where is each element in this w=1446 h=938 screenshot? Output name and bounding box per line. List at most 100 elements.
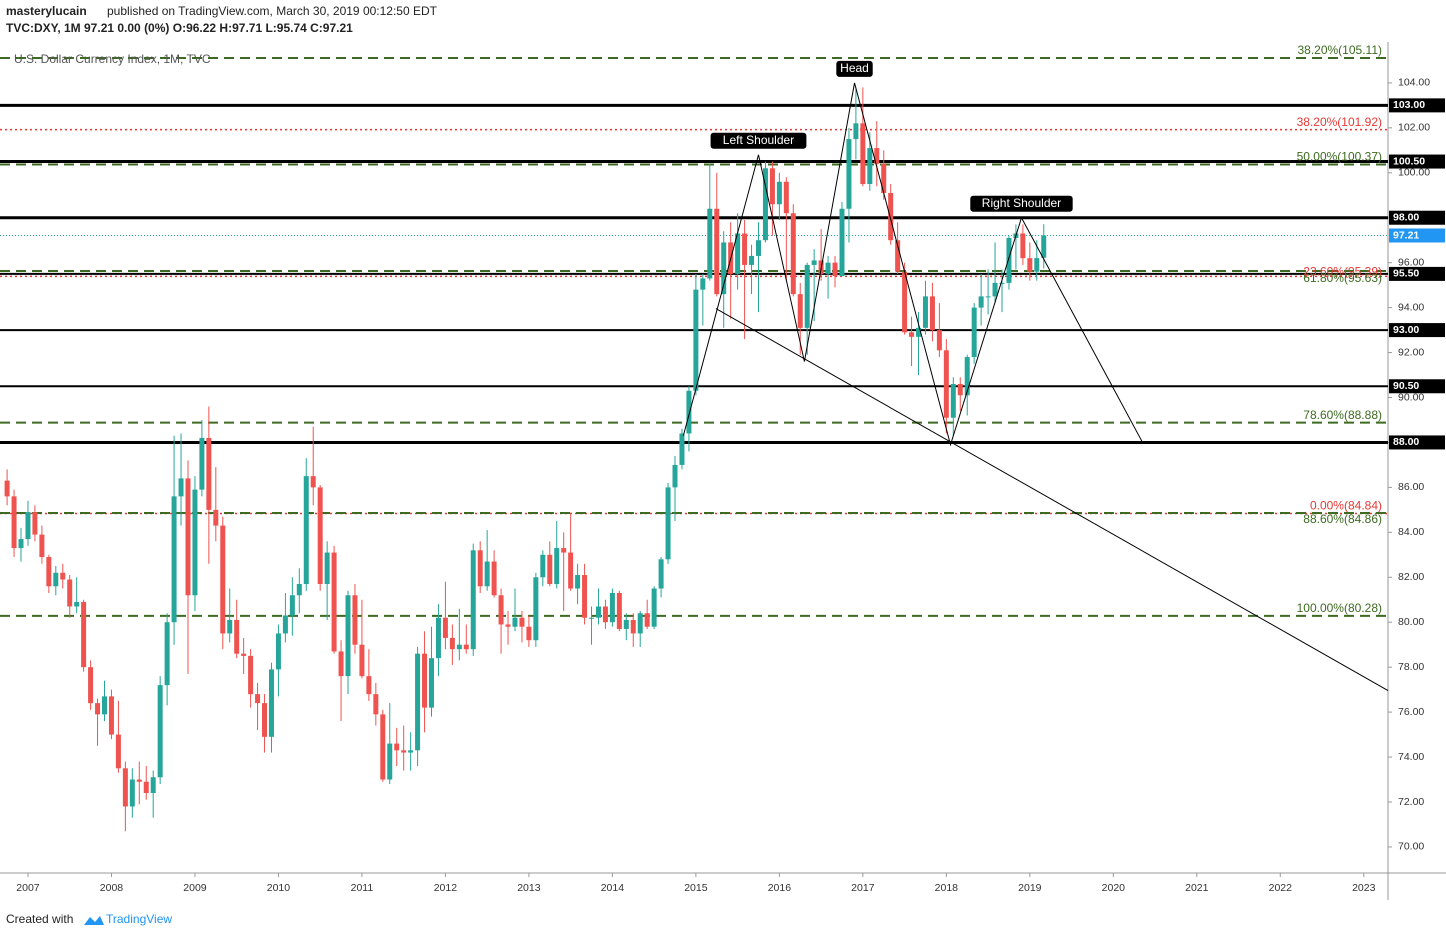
fib-label: 23.60%(95.39) [1303, 265, 1382, 279]
x-tick-label: 2009 [183, 882, 207, 894]
level-tag [1389, 266, 1445, 281]
candle-body [714, 208, 720, 295]
candle-body [630, 619, 636, 634]
candle-body [929, 296, 935, 331]
candle-body [206, 437, 212, 510]
y-tick-label: 100.00 [1398, 167, 1430, 179]
candle-body [568, 552, 574, 589]
candle-body [888, 193, 894, 241]
level-tag [1389, 210, 1445, 225]
candle-body [762, 168, 768, 241]
candle-body [428, 658, 434, 708]
candle-body [672, 464, 678, 488]
candle-body [658, 559, 664, 589]
candle-body [324, 552, 330, 585]
y-tick-label: 96.00 [1398, 256, 1424, 268]
candle-body [749, 255, 755, 265]
x-tick-label: 2007 [16, 882, 40, 894]
candle-body [359, 644, 365, 677]
candle-body [331, 552, 337, 652]
candle-body [895, 240, 901, 272]
candle-body [1034, 258, 1040, 272]
candle-body [693, 289, 699, 391]
candle-body [602, 606, 608, 623]
candle-body [380, 714, 386, 780]
plot-area: 70.00 72.00 74.00 76.00 78.00 80.00 82.00 84.00… [0, 43, 1445, 894]
annotation-label: Right Shoulder [982, 196, 1061, 210]
candle-body [853, 123, 859, 140]
candle-body [241, 653, 247, 656]
candle-body [971, 307, 977, 358]
candle-body [303, 476, 309, 585]
candle-body [11, 496, 17, 549]
level-tag [1389, 435, 1445, 450]
x-tick-label: 2015 [684, 882, 708, 894]
candle-body [345, 595, 351, 677]
candle-body [387, 743, 393, 780]
candle-body [185, 478, 191, 596]
y-tick-label: 104.00 [1398, 77, 1430, 89]
candle-body [616, 593, 622, 629]
candle-body [39, 534, 45, 558]
candle-body [255, 694, 261, 704]
candle-body [909, 332, 915, 337]
candle-body [317, 487, 323, 585]
candle-body [783, 181, 789, 214]
fib-label: 0.00%(84.84) [1310, 499, 1382, 513]
candle-body [442, 617, 448, 638]
candle-body [456, 644, 462, 650]
candle-body [769, 168, 775, 205]
candle-body [157, 685, 163, 778]
x-tick-label: 2017 [851, 882, 875, 894]
candle-body [1041, 235, 1047, 258]
candle-body [595, 606, 601, 618]
candle-body [25, 512, 31, 540]
candle-body [477, 550, 483, 587]
footer-brand[interactable]: TradingView [106, 912, 172, 926]
y-tick-label: 80.00 [1398, 616, 1424, 628]
publisher: masterylucain [6, 4, 87, 18]
candle-body [164, 622, 170, 686]
candle-body [755, 240, 761, 256]
candle-body [651, 588, 657, 627]
candle-body [262, 703, 268, 737]
candle-body [665, 487, 671, 560]
candle-body [394, 743, 400, 751]
y-tick-label: 72.00 [1398, 796, 1424, 808]
candle-body [985, 296, 991, 298]
candle-body [136, 779, 142, 782]
level-tag-label: 93.00 [1393, 324, 1419, 336]
candle-body [686, 390, 692, 434]
candle-body [18, 539, 24, 549]
candle-body [554, 548, 560, 585]
candle-body [422, 653, 428, 708]
candle-body [192, 489, 198, 596]
level-tag-label: 95.50 [1393, 268, 1419, 280]
candle-body [790, 213, 796, 295]
candle-body [804, 264, 810, 328]
y-tick-label: 84.00 [1398, 526, 1424, 538]
candle-body [742, 233, 748, 265]
candle-body [268, 669, 274, 737]
candle-body [289, 595, 295, 616]
fib-label: 38.20%(105.11) [1297, 43, 1382, 57]
candle-body [679, 433, 685, 465]
candle-body [199, 437, 205, 490]
footer-created: Created with [6, 912, 73, 926]
candle-body [999, 282, 1005, 284]
candle-body [53, 572, 59, 587]
candle-body [832, 262, 838, 277]
candle-body [484, 561, 490, 587]
candle-body [575, 575, 581, 589]
candle-body [609, 593, 615, 623]
fib-label: 50.00%(100.37) [1297, 150, 1382, 164]
published: published on TradingView.com, March 30, … [107, 4, 438, 18]
last-price-tag [1389, 228, 1445, 243]
candle-body [213, 509, 219, 526]
candle-body [352, 595, 358, 645]
pattern-line [715, 308, 1389, 691]
candle-body [122, 768, 128, 807]
candle-body [533, 577, 539, 641]
